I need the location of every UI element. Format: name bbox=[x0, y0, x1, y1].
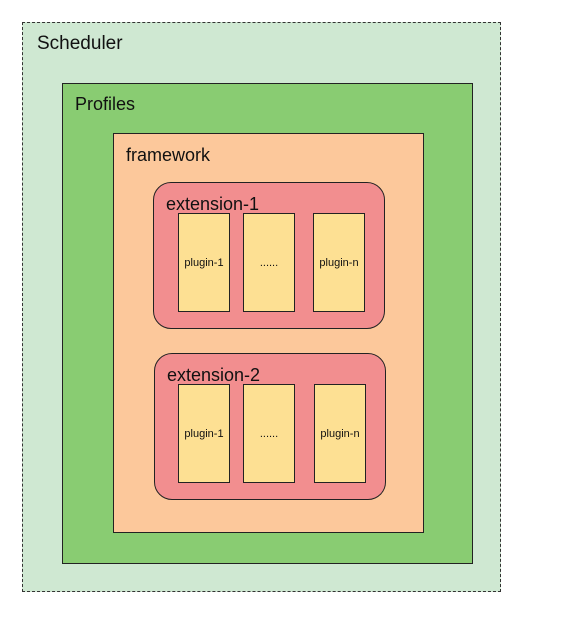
extension-2-plugin-n: plugin-n bbox=[314, 384, 366, 483]
extension-2-container: extension-2 plugin-1 ...... plugin-n bbox=[154, 353, 386, 500]
extension-1-plugin-1: plugin-1 bbox=[178, 213, 230, 312]
extension-1-plugin-n: plugin-n bbox=[313, 213, 365, 312]
scheduler-container: Scheduler Profiles framework extension-1… bbox=[22, 22, 501, 592]
extension-2-plugin-1: plugin-1 bbox=[178, 384, 230, 483]
scheduler-label: Scheduler bbox=[37, 33, 123, 54]
extension-2-label: extension-2 bbox=[167, 365, 261, 385]
profiles-container: Profiles framework extension-1 plugin-1 … bbox=[62, 83, 473, 564]
extension-1-plugin-ellipsis: ...... bbox=[243, 213, 295, 312]
framework-label: framework bbox=[126, 145, 211, 165]
framework-container: framework extension-1 plugin-1 ...... pl… bbox=[113, 133, 424, 533]
extension-1-container: extension-1 plugin-1 ...... plugin-n bbox=[153, 182, 385, 329]
extension-2-plugin-ellipsis: ...... bbox=[243, 384, 295, 483]
profiles-label: Profiles bbox=[75, 94, 136, 114]
extension-1-label: extension-1 bbox=[166, 194, 260, 214]
